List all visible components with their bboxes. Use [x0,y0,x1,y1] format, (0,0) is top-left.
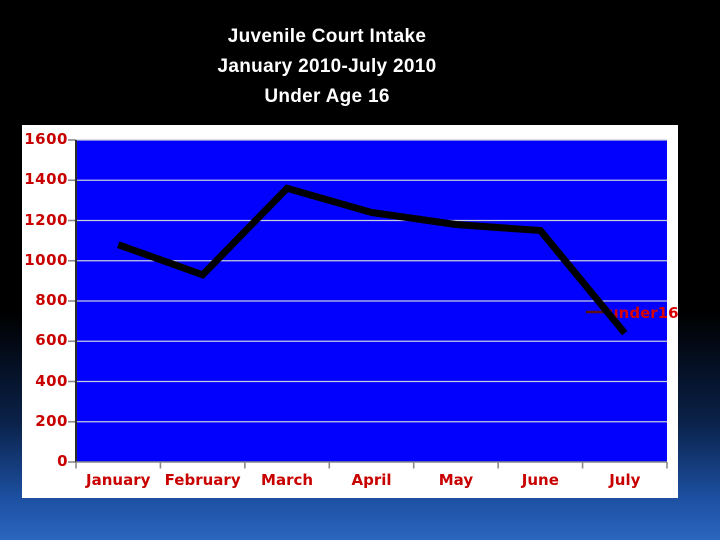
line-chart-plot: under16 [68,139,678,469]
y-axis-label: 1400 [24,170,68,189]
slide-title: Juvenile Court Intake January 2010-July … [2,22,652,112]
x-axis-label: April [351,471,392,489]
x-axis-label: January [86,471,151,489]
x-axis-label: May [438,471,474,489]
series-line-under16 [117,184,628,336]
x-axis-label: July [609,471,641,489]
y-axis-label: 800 [35,291,68,309]
chart-panel: under16 0 200 400 600 800 1000 1200 1400 1600 Ja… [22,125,678,498]
legend-label: under16 [608,304,678,322]
x-axis-label: June [521,471,559,489]
y-axis-label: 1200 [24,210,68,229]
y-axis-label: 600 [35,331,68,350]
title-line: Under Age 16 [264,86,390,107]
y-axis-label: 0 [57,452,68,470]
x-axis-label: February [164,471,241,489]
x-axis-label: March [261,471,314,489]
title-line: Juvenile Court Intake [227,26,427,47]
y-axis-label: 1600 [24,130,68,148]
y-axis-label: 200 [35,411,68,430]
title-line: January 2010-July 2010 [217,56,437,77]
y-axis-label: 1000 [24,250,68,269]
y-axis-label: 400 [35,371,68,390]
